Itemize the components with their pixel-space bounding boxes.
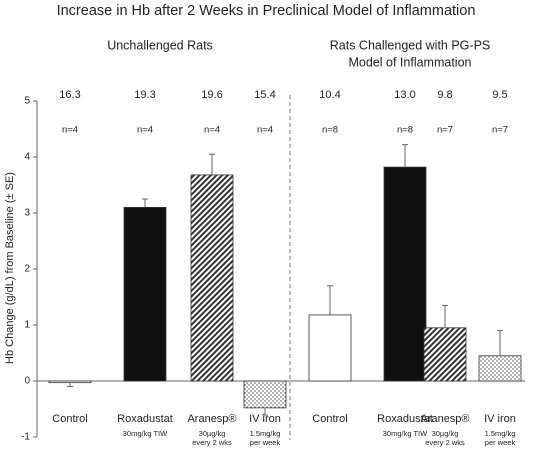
error-bar bbox=[262, 407, 268, 416]
top-value: 19.3 bbox=[134, 89, 155, 101]
bar bbox=[243, 380, 287, 409]
x-tick-label: IV iron bbox=[249, 413, 281, 425]
y-axis-label: Hb Change (g/dL) from Baseline (± SE) bbox=[4, 172, 16, 364]
top-value: 9.8 bbox=[437, 89, 452, 101]
n-label: n=4 bbox=[257, 125, 273, 136]
x-sub-label: 30mg/kg TIW bbox=[383, 429, 428, 438]
bar bbox=[48, 380, 92, 384]
x-tick-label: Roxadustat bbox=[377, 413, 433, 425]
x-sub-label: 1.5mg/kg bbox=[485, 429, 516, 438]
x-tick-label: Aranesp® bbox=[187, 413, 236, 425]
bar bbox=[123, 206, 167, 382]
x-tick-label: Control bbox=[52, 413, 87, 425]
x-sub-label: per week bbox=[485, 438, 516, 447]
y-tick-label: 5 bbox=[24, 96, 30, 107]
error-bar bbox=[497, 330, 503, 356]
group-label: Unchallenged Rats bbox=[107, 38, 213, 52]
bar bbox=[478, 355, 522, 382]
error-bar bbox=[142, 198, 148, 208]
n-label: n=4 bbox=[137, 125, 153, 136]
error-bar bbox=[209, 153, 215, 175]
x-tick-label: Control bbox=[312, 413, 347, 425]
top-value: 15.4 bbox=[254, 89, 275, 101]
n-label: n=8 bbox=[322, 125, 338, 136]
x-sub-label: 30µg/kg bbox=[199, 429, 226, 438]
n-label: n=4 bbox=[204, 125, 220, 136]
x-tick-label: Roxadustat bbox=[117, 413, 173, 425]
top-value: 10.4 bbox=[319, 89, 340, 101]
y-tick-label: 3 bbox=[24, 208, 30, 219]
y-tick-label: 2 bbox=[24, 264, 30, 275]
y-tick-label: -1 bbox=[21, 432, 30, 443]
bar bbox=[383, 166, 427, 382]
x-sub-label: 30µg/kg bbox=[432, 429, 459, 438]
bar bbox=[190, 174, 234, 382]
group-label: Rats Challenged with PG-PS bbox=[330, 38, 491, 52]
bar bbox=[423, 327, 467, 382]
n-label: n=7 bbox=[437, 125, 453, 136]
x-sub-label: every 2 wks bbox=[425, 438, 465, 447]
n-label: n=7 bbox=[492, 125, 508, 136]
n-label: n=8 bbox=[397, 125, 413, 136]
bar bbox=[308, 314, 352, 382]
error-bar bbox=[442, 304, 448, 328]
x-sub-label: per week bbox=[250, 438, 281, 447]
group-label: Model of Inflammation bbox=[349, 55, 472, 69]
y-tick-label: 1 bbox=[24, 320, 30, 331]
y-tick-label: 0 bbox=[24, 376, 30, 387]
x-sub-label: 1.5mg/kg bbox=[250, 429, 281, 438]
top-value: 19.6 bbox=[201, 89, 222, 101]
error-bar bbox=[67, 382, 73, 388]
top-value: 13.0 bbox=[394, 89, 415, 101]
y-tick-label: 4 bbox=[24, 152, 30, 163]
x-tick-label: IV iron bbox=[484, 413, 516, 425]
n-label: n=4 bbox=[62, 125, 78, 136]
error-bar bbox=[402, 144, 408, 168]
error-bar bbox=[327, 285, 333, 315]
top-value: 9.5 bbox=[492, 89, 507, 101]
x-sub-label: 30mg/kg TIW bbox=[123, 429, 168, 438]
x-tick-label: Aranesp® bbox=[420, 413, 469, 425]
chart-title: Increase in Hb after 2 Weeks in Preclini… bbox=[57, 3, 476, 19]
x-sub-label: every 2 wks bbox=[192, 438, 232, 447]
top-value: 16.3 bbox=[59, 89, 80, 101]
